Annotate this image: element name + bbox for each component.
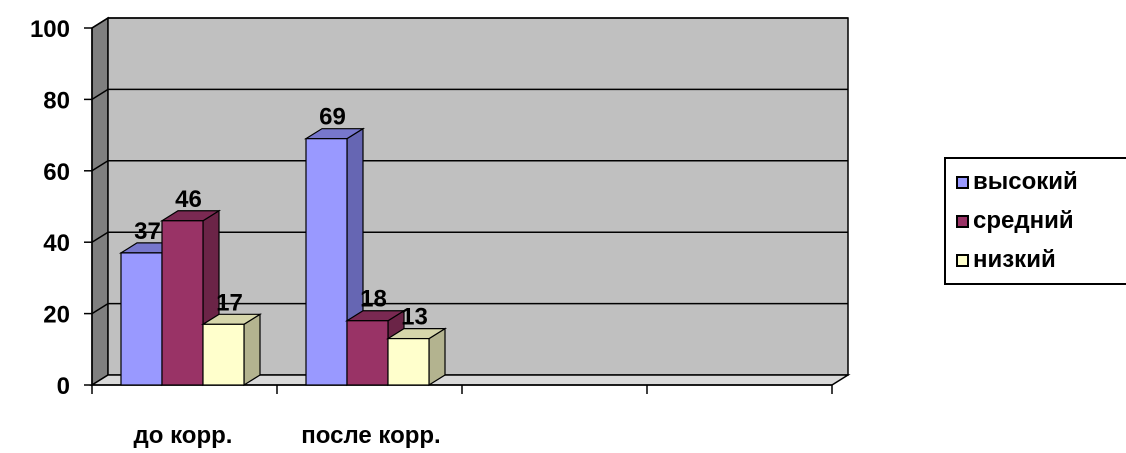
bar-side [243, 313, 261, 387]
data-label: 37 [134, 218, 161, 245]
y-tick-label: 80 [43, 87, 70, 114]
data-label: 13 [401, 304, 428, 331]
data-label: 46 [175, 186, 202, 213]
legend-label-series-2: средний [973, 207, 1074, 234]
gridline-side [91, 302, 109, 315]
gridline-side [91, 88, 109, 101]
legend-label-series-1: высокий [973, 168, 1078, 195]
bar [202, 323, 245, 386]
bar [387, 337, 430, 386]
legend-swatch-series-3 [956, 253, 969, 267]
gridline-side [91, 17, 109, 29]
legend: высокий средний низкий [944, 157, 1126, 285]
bar [346, 320, 389, 386]
x-category-label: после корр. [301, 422, 440, 448]
legend-item-series-2: средний [956, 206, 1074, 236]
bar [305, 138, 348, 386]
legend-item-series-1: высокий [956, 167, 1078, 197]
gridline-side [91, 231, 109, 243]
y-tick-label: 0 [57, 373, 70, 400]
legend-swatch-series-1 [956, 175, 969, 189]
bar [161, 220, 204, 386]
data-label: 69 [319, 104, 346, 131]
y-tick-label: 100 [30, 16, 70, 43]
legend-label-series-3: низкий [973, 246, 1056, 273]
y-tick-label: 60 [43, 159, 70, 186]
side-wall [91, 16, 109, 387]
y-tick-label: 40 [43, 230, 70, 257]
x-category-label: до корр. [134, 422, 233, 448]
legend-item-series-3: низкий [956, 245, 1056, 275]
gridline-side [91, 160, 109, 172]
bar [120, 252, 163, 386]
data-label: 18 [360, 286, 387, 313]
data-label: 17 [216, 289, 243, 316]
legend-swatch-series-2 [956, 214, 969, 228]
y-tick-label: 20 [43, 302, 70, 329]
